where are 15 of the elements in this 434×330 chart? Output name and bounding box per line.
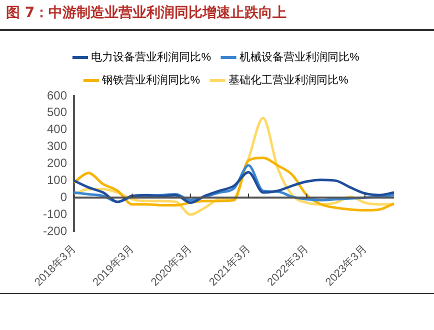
y-tick-label: 400 — [46, 122, 68, 136]
y-tick-label: 0 — [60, 190, 68, 204]
y-tick-label: 300 — [46, 139, 68, 154]
chart-title: 图 7：中游制造业营业利润同比增速止跌向上 — [6, 4, 287, 22]
y-tick-label: 100 — [46, 172, 68, 187]
y-tick-label: 200 — [46, 156, 68, 170]
legend-label: 钢铁营业利润同比% — [101, 74, 200, 87]
y-tick-label: 500 — [46, 105, 68, 120]
legend-label: 基础化工营业利润同比% — [228, 74, 348, 87]
y-tick-label: 600 — [46, 88, 68, 102]
y-tick-label: -200 — [42, 224, 68, 238]
line-series — [72, 170, 396, 204]
legend-label: 电力设备营业利润同比% — [91, 50, 212, 64]
y-tick-label: -100 — [42, 206, 68, 221]
legend-label: 机械设备营业利润同比% — [240, 50, 360, 64]
